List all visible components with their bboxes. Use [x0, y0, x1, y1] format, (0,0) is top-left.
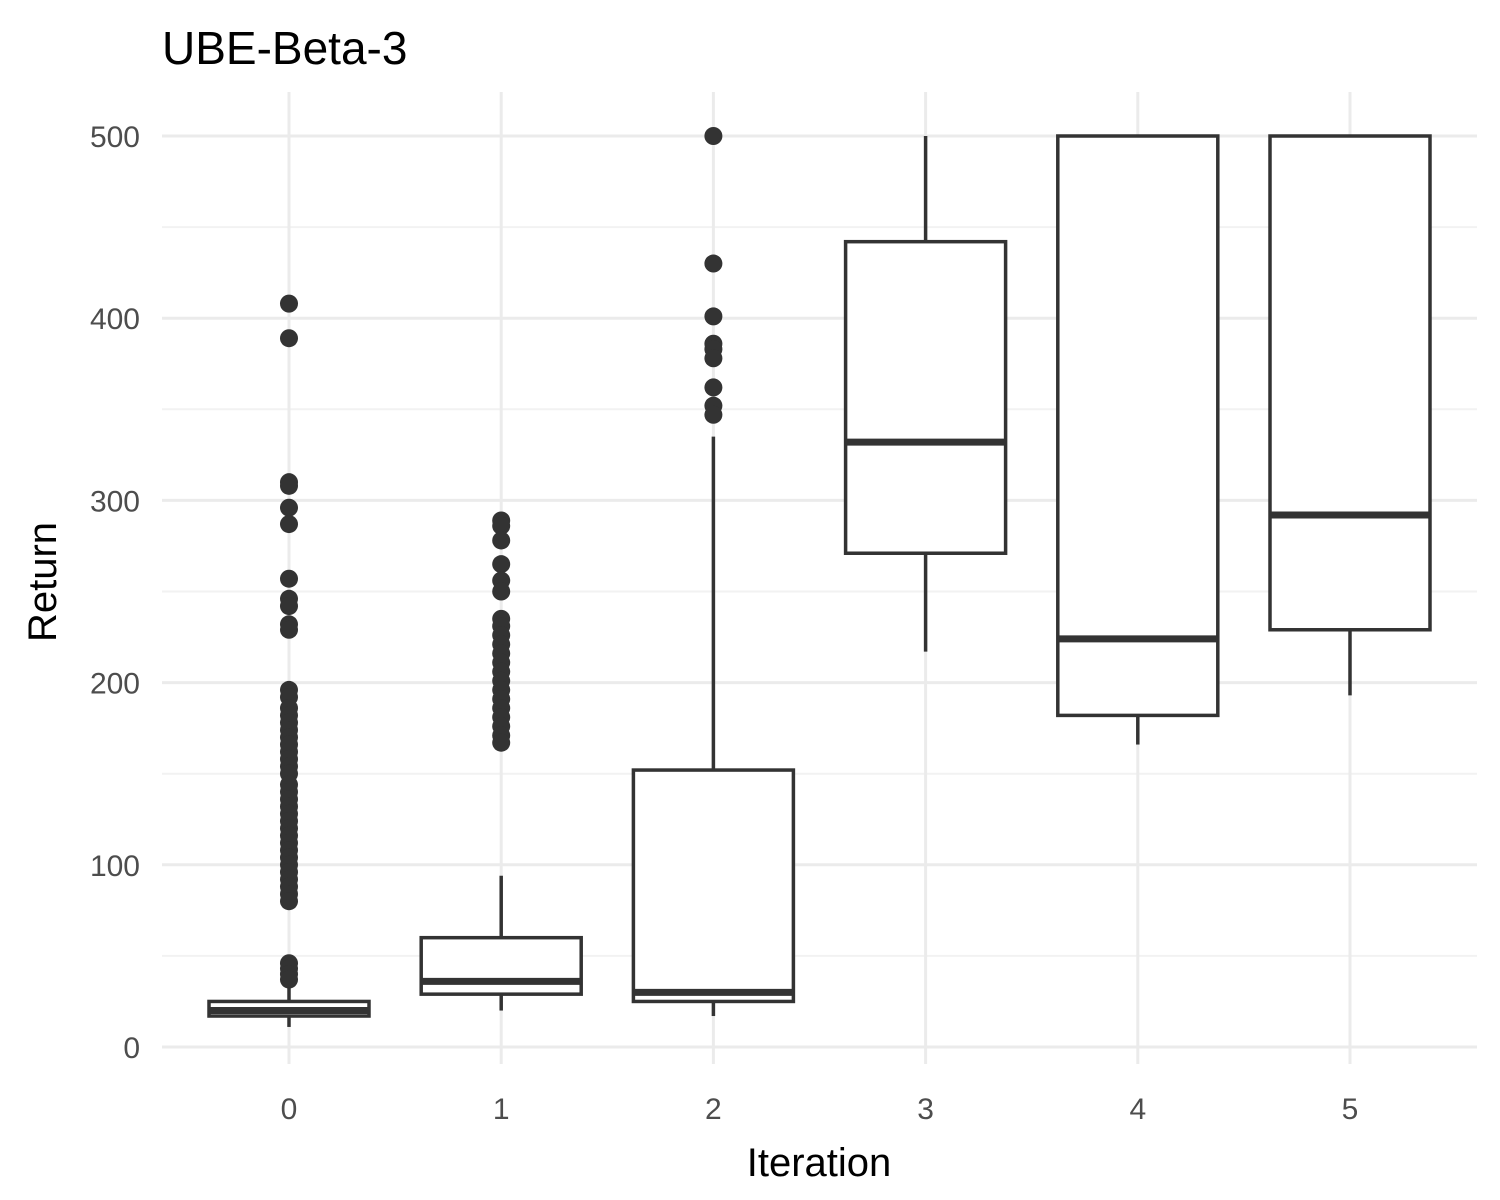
outlier-point	[492, 555, 511, 574]
outlier-point	[492, 531, 511, 550]
box-iteration-2	[631, 127, 796, 1017]
x-tick-label: 2	[705, 1093, 722, 1126]
y-tick-label: 300	[90, 485, 140, 518]
y-tick-labels: 0 100 200 300 400 500	[90, 121, 140, 1065]
iqr-box	[419, 935, 583, 996]
outlier-point	[280, 476, 298, 495]
chart-title: UBE-Beta-3	[162, 22, 407, 74]
iqr-box	[631, 768, 796, 1004]
outlier-point	[280, 569, 298, 588]
outlier-point	[280, 515, 298, 534]
iqr-box	[843, 239, 1008, 555]
outlier-point	[280, 597, 298, 616]
iqr-box	[1056, 134, 1220, 718]
y-tick-label: 500	[90, 121, 140, 154]
outlier-point	[704, 127, 723, 145]
y-axis-title: Return	[21, 522, 65, 642]
box-iteration-5	[1268, 134, 1432, 696]
box-iteration-4	[1056, 134, 1220, 745]
y-tick-label: 400	[90, 303, 140, 336]
outlier-point	[492, 516, 511, 535]
outlier-point	[280, 294, 298, 313]
box-iteration-0	[207, 294, 371, 1027]
outlier-point	[492, 582, 511, 601]
y-tick-label: 0	[123, 1032, 140, 1065]
y-tick-label: 200	[90, 668, 140, 701]
outlier-point	[704, 378, 723, 397]
outlier-point	[280, 970, 298, 989]
outlier-point	[280, 620, 298, 639]
outlier-point	[704, 254, 723, 273]
x-tick-label: 5	[1342, 1093, 1359, 1126]
box-iteration-3	[843, 136, 1008, 652]
y-tick-label: 100	[90, 850, 140, 883]
x-tick-label: 0	[281, 1093, 298, 1126]
x-tick-labels: 0 1 2 3 4 5	[281, 1093, 1359, 1126]
outlier-point	[492, 733, 511, 752]
outlier-point	[280, 329, 298, 348]
iqr-box	[1268, 134, 1432, 632]
boxes	[207, 127, 1432, 1027]
outlier-point	[704, 349, 723, 368]
outlier-point	[280, 892, 298, 911]
box-iteration-1	[419, 511, 583, 1011]
outlier-point	[280, 498, 298, 517]
x-tick-label: 4	[1129, 1093, 1146, 1126]
x-tick-label: 3	[917, 1093, 934, 1126]
outlier-point	[704, 307, 723, 326]
x-tick-label: 1	[493, 1093, 510, 1126]
x-axis-title: Iteration	[747, 1141, 892, 1185]
outlier-point	[704, 405, 723, 424]
